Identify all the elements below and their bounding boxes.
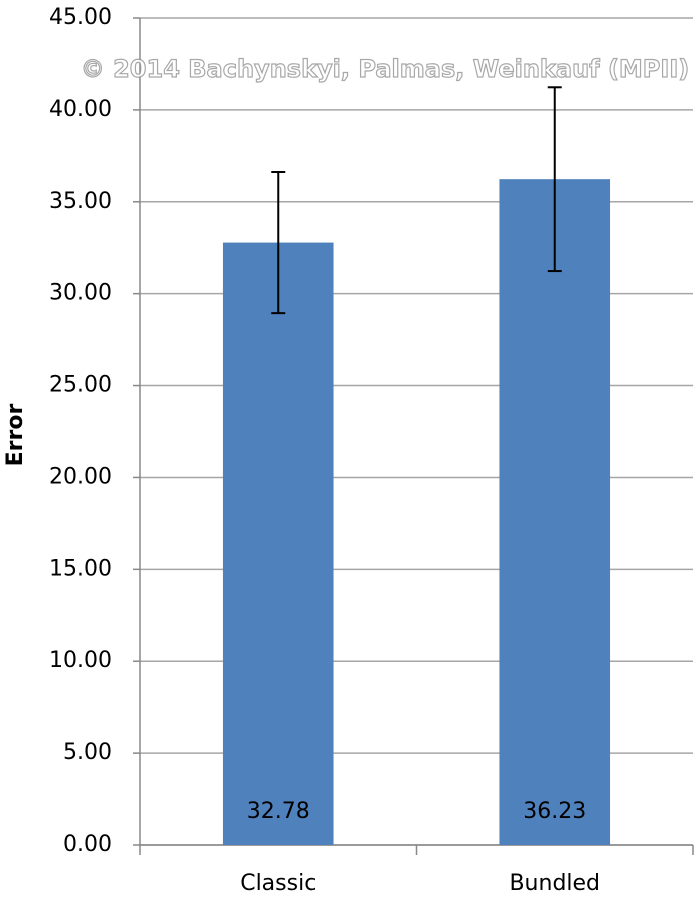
y-tick-label: 25.00: [49, 373, 112, 398]
watermark: © 2014 Bachynskyi, Palmas, Weinkauf (MPI…: [81, 55, 689, 83]
y-tick-label: 5.00: [63, 740, 112, 765]
x-tick-label: Bundled: [509, 871, 600, 896]
y-axis-label: Error: [3, 404, 28, 467]
bar: [499, 179, 611, 846]
y-tick-label: 0.00: [63, 832, 112, 857]
y-tick-label: 15.00: [49, 556, 112, 581]
y-tick-label: 20.00: [49, 464, 112, 489]
y-tick-label: 35.00: [49, 189, 112, 214]
bar: [222, 242, 334, 846]
value-label: 36.23: [523, 799, 586, 824]
y-tick-label: 40.00: [49, 97, 112, 122]
y-tick-label: 10.00: [49, 648, 112, 673]
x-tick-label: Classic: [240, 871, 316, 896]
y-tick-label: 45.00: [49, 5, 112, 30]
value-label: 32.78: [247, 799, 310, 824]
y-tick-label: 30.00: [49, 281, 112, 306]
